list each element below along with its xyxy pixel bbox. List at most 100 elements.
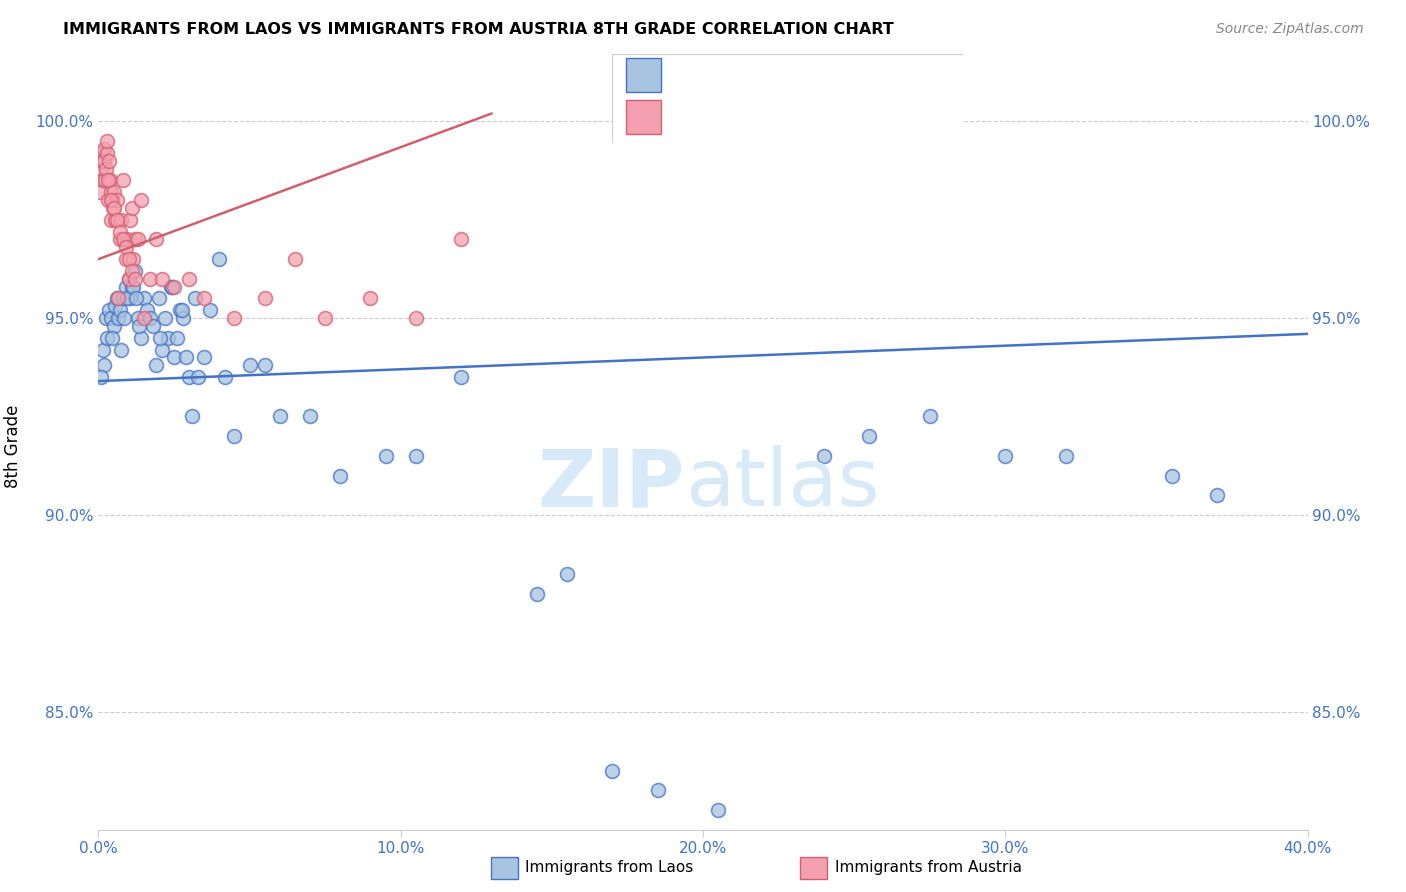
Point (91, 173, 114, 187)
Point (129, 331, 152, 345)
Text: N =: N = (808, 68, 842, 82)
Point (98, 153, 121, 168)
Point (707, 803, 730, 817)
Point (200, 303, 222, 318)
Point (184, 292, 207, 306)
Point (108, 225, 131, 239)
Point (121, 264, 143, 278)
Point (94, 161, 117, 176)
Point (284, 252, 307, 267)
Point (450, 232, 472, 246)
Text: N =: N = (808, 110, 842, 124)
FancyBboxPatch shape (626, 58, 661, 92)
Point (253, 359, 276, 373)
FancyBboxPatch shape (626, 100, 661, 134)
Point (96, 145, 118, 160)
Point (121, 279, 143, 293)
Point (193, 351, 215, 365)
Point (94, 173, 117, 187)
Point (132, 311, 155, 326)
Point (360, 292, 382, 306)
Point (93, 142, 115, 156)
Text: Source: ZipAtlas.com: Source: ZipAtlas.com (1216, 22, 1364, 37)
Point (96, 134, 118, 148)
Point (118, 272, 141, 286)
Point (91, 343, 114, 357)
Point (145, 232, 167, 246)
Point (172, 311, 194, 326)
Point (103, 318, 125, 333)
Point (98, 303, 121, 318)
Point (174, 351, 197, 365)
Point (139, 311, 162, 326)
Point (108, 303, 131, 318)
Point (170, 303, 193, 318)
Point (105, 212, 128, 227)
Point (135, 303, 157, 318)
Point (114, 279, 136, 293)
Point (374, 449, 396, 463)
Point (115, 292, 138, 306)
Point (239, 359, 262, 373)
Point (314, 311, 336, 326)
Point (98, 173, 121, 187)
Point (93, 153, 115, 168)
Point (90, 161, 112, 176)
Point (94, 311, 117, 326)
Point (128, 318, 150, 333)
Point (122, 279, 145, 293)
Point (129, 193, 152, 207)
Point (125, 292, 148, 306)
Point (122, 252, 145, 267)
Point (179, 272, 201, 286)
Point (107, 292, 129, 306)
Point (1160, 468, 1182, 483)
Point (1206, 488, 1229, 502)
Point (104, 212, 127, 227)
Point (139, 272, 162, 286)
Text: IMMIGRANTS FROM LAOS VS IMMIGRANTS FROM AUSTRIA 8TH GRADE CORRELATION CHART: IMMIGRANTS FROM LAOS VS IMMIGRANTS FROM … (63, 22, 894, 37)
Point (602, 764, 624, 778)
Point (169, 303, 191, 318)
Point (1054, 449, 1077, 463)
Point (101, 201, 124, 215)
Point (450, 370, 472, 384)
Point (107, 311, 129, 326)
Point (994, 449, 1017, 463)
Point (118, 272, 141, 286)
Point (111, 173, 134, 187)
Point (101, 331, 124, 345)
Point (115, 232, 138, 246)
Point (112, 232, 135, 246)
Point (104, 299, 127, 313)
Point (103, 201, 125, 215)
Point (100, 193, 122, 207)
Point (110, 212, 132, 227)
Point (91, 153, 114, 168)
Point (405, 311, 427, 326)
Text: atlas: atlas (685, 445, 879, 524)
Point (124, 232, 146, 246)
Point (90, 370, 112, 384)
Point (647, 783, 669, 797)
Point (97, 193, 120, 207)
Point (115, 240, 138, 254)
Point (813, 449, 835, 463)
Point (105, 193, 128, 207)
Point (120, 212, 142, 227)
Text: Immigrants from Austria: Immigrants from Austria (835, 860, 1022, 875)
Point (93, 359, 115, 373)
Text: 74: 74 (855, 68, 873, 82)
Point (918, 409, 941, 424)
Point (97, 173, 120, 187)
Point (127, 311, 149, 326)
Point (112, 311, 135, 326)
Point (120, 292, 142, 306)
Point (127, 232, 149, 246)
Point (187, 370, 209, 384)
Point (118, 252, 141, 267)
Text: ZIP: ZIP (537, 445, 685, 524)
Point (89, 186, 111, 200)
Point (166, 331, 188, 345)
Point (181, 409, 204, 424)
